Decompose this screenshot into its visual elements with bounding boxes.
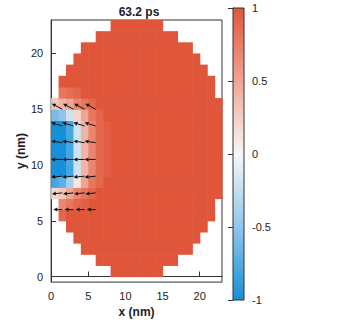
svg-text:1: 1: [252, 2, 258, 14]
svg-text:0.5: 0.5: [252, 75, 267, 87]
svg-text:-0.5: -0.5: [252, 221, 271, 233]
svg-text:5: 5: [37, 215, 43, 227]
svg-text:x (nm): x (nm): [119, 305, 155, 319]
svg-text:0: 0: [48, 290, 54, 302]
svg-text:5: 5: [85, 290, 91, 302]
svg-text:20: 20: [194, 290, 206, 302]
svg-text:10: 10: [31, 159, 43, 171]
svg-text:10: 10: [119, 290, 131, 302]
svg-text:15: 15: [156, 290, 168, 302]
svg-text:20: 20: [31, 47, 43, 59]
svg-text:0: 0: [252, 148, 258, 160]
svg-text:63.2 ps: 63.2 ps: [119, 5, 160, 19]
svg-text:15: 15: [31, 103, 43, 115]
svg-text:0: 0: [37, 271, 43, 283]
svg-text:-1: -1: [252, 294, 262, 306]
svg-text:y (nm): y (nm): [14, 133, 28, 169]
